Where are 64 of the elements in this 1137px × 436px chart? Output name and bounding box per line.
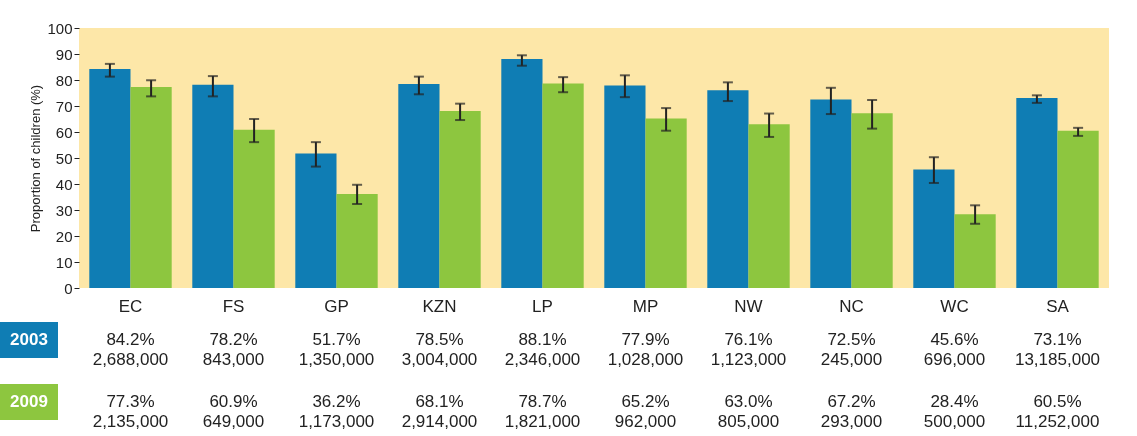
x-tick-label: MP: [632, 296, 659, 316]
data-label: 68.1% 2,914,000: [401, 392, 478, 431]
data-label: 67.2% 293,000: [820, 392, 883, 431]
bar: [1016, 97, 1058, 288]
data-label: 88.1% 2,346,000: [504, 330, 581, 369]
y-tick-label: 20: [55, 227, 73, 245]
x-tick-label: SA: [1046, 296, 1070, 316]
data-label: 28.4% 500,000: [923, 392, 986, 431]
bar: [851, 113, 893, 288]
y-tick-label: 100: [47, 19, 73, 37]
x-tick-label: LP: [532, 296, 553, 316]
y-tick-label: 60: [55, 123, 73, 141]
data-label: 72.5% 245,000: [820, 330, 883, 369]
x-tick-label: FS: [222, 296, 245, 316]
bar: [604, 85, 646, 288]
data-label: 78.5% 3,004,000: [401, 330, 478, 369]
bar: [542, 83, 584, 288]
data-label: 60.9% 649,000: [202, 392, 265, 431]
y-tick-label: 10: [55, 253, 73, 271]
data-label: 77.9% 1,028,000: [607, 330, 684, 369]
bar: [233, 129, 275, 288]
y-tick-label: 50: [55, 149, 73, 167]
text: 2003: [10, 330, 48, 349]
bar: [707, 90, 749, 288]
x-tick-label: NC: [839, 296, 864, 316]
x-tick-label: EC: [118, 296, 143, 316]
data-label: 78.2% 843,000: [202, 330, 265, 369]
data-label: 65.2% 962,000: [614, 392, 677, 431]
bar: [954, 214, 996, 288]
data-label: 76.1% 1,123,000: [710, 330, 787, 369]
data-label: 63.0% 805,000: [717, 392, 780, 431]
bar: [89, 69, 131, 288]
y-tick-label: 40: [55, 175, 73, 193]
x-tick-label: NW: [734, 296, 763, 316]
x-tick-label: KZN: [422, 296, 457, 316]
text: 2009: [10, 392, 48, 411]
data-label: 78.7% 1,821,000: [504, 392, 581, 431]
bar: [398, 83, 440, 288]
data-label: 73.1% 13,185,000: [1014, 330, 1101, 369]
data-label: 77.3% 2,135,000: [92, 392, 169, 431]
bar: [913, 169, 955, 288]
y-tick-label: 90: [55, 45, 73, 63]
x-tick-label: GP: [324, 296, 349, 316]
x-tick-label: WC: [940, 296, 969, 316]
bar: [336, 193, 378, 288]
bar: [748, 124, 790, 288]
y-tick-label: 0: [64, 279, 73, 297]
bar: [1057, 130, 1099, 288]
bar: [645, 118, 687, 288]
bar: [501, 58, 543, 288]
y-tick-label: 30: [55, 201, 73, 219]
data-label: 45.6% 696,000: [923, 330, 986, 369]
bar: [295, 153, 337, 288]
y-axis-title: Proportion of children (%): [28, 84, 44, 233]
bar: [192, 84, 234, 288]
bar: [439, 110, 481, 288]
bar: [130, 87, 172, 288]
data-label: 60.5% 11,252,000: [1015, 392, 1100, 431]
data-label: 84.2% 2,688,000: [92, 330, 169, 369]
bar: [810, 99, 852, 288]
data-label: 51.7% 1,350,000: [298, 330, 375, 369]
data-label: 36.2% 1,173,000: [298, 392, 375, 431]
y-tick-label: 80: [55, 71, 73, 89]
y-tick-label: 70: [55, 97, 73, 115]
